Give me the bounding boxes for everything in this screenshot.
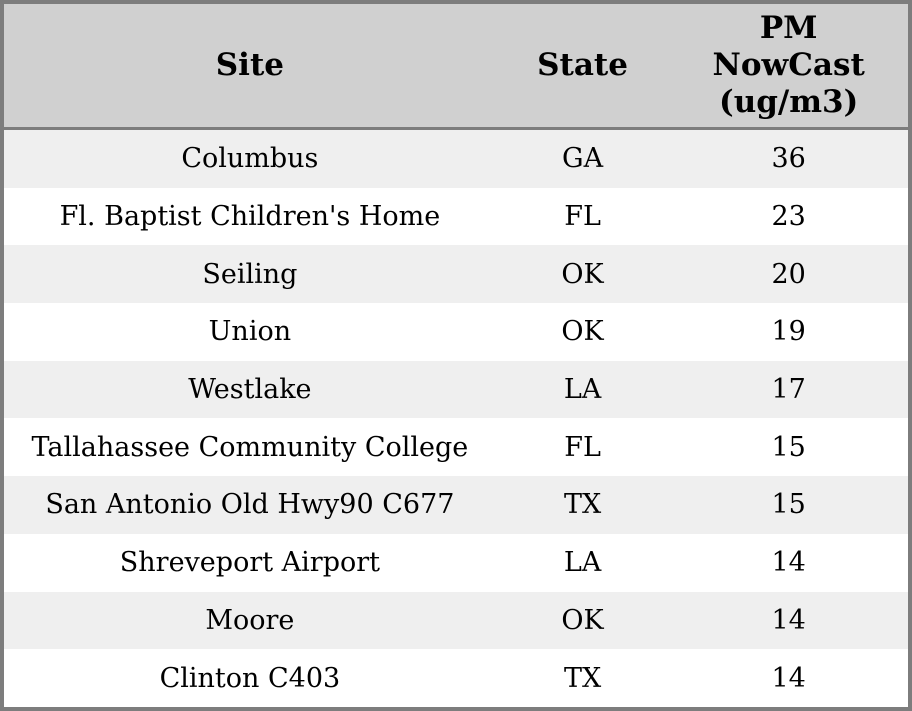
cell-state: TX xyxy=(563,489,602,521)
cell-site: Clinton C403 xyxy=(159,662,341,694)
cell-state: OK xyxy=(561,258,604,290)
cell-site: Seiling xyxy=(202,258,298,290)
table-row: Columbus GA 36 xyxy=(4,128,908,188)
cell-site: Fl. Baptist Children's Home xyxy=(59,201,441,233)
table-row: San Antonio Old Hwy90 C677 TX 15 xyxy=(4,476,908,534)
table-row: Moore OK 14 xyxy=(4,591,908,650)
cell-state: GA xyxy=(562,143,604,175)
cell-site: Columbus xyxy=(181,143,319,175)
cell-state: OK xyxy=(561,316,604,348)
cell-site: Moore xyxy=(205,604,295,636)
table-row: Fl. Baptist Children's Home FL 23 xyxy=(4,187,908,246)
table-row: Union OK 19 xyxy=(4,303,908,361)
cell-pm: 17 xyxy=(771,374,806,406)
cell-pm: 23 xyxy=(771,201,806,233)
cell-pm: 20 xyxy=(771,258,806,290)
cell-state: FL xyxy=(564,431,601,463)
cell-state: LA xyxy=(563,547,602,579)
table-row: Seiling OK 20 xyxy=(4,245,908,304)
cell-site: Union xyxy=(208,316,292,348)
cell-pm: 15 xyxy=(771,489,806,521)
cell-state: OK xyxy=(561,604,604,636)
table-row: Shreveport Airport LA 14 xyxy=(4,533,908,592)
cell-pm: 19 xyxy=(771,316,806,348)
table-row: Westlake LA 17 xyxy=(4,360,908,419)
header-pm-line-1: PM xyxy=(759,9,818,46)
cell-pm: 15 xyxy=(771,431,806,463)
cell-state: TX xyxy=(563,662,602,694)
cell-pm: 14 xyxy=(771,547,806,579)
cell-pm: 36 xyxy=(771,143,806,175)
cell-site: Tallahassee Community College xyxy=(31,431,469,463)
table-row: Tallahassee Community College FL 15 xyxy=(4,418,908,477)
header-pm-line-3: (ug/m3) xyxy=(719,84,859,121)
pm-nowcast-table: Site State PM NowCast (ug/m3) Columbus G… xyxy=(4,4,908,707)
cell-pm: 14 xyxy=(771,604,806,636)
table-header: Site State PM NowCast (ug/m3) xyxy=(4,4,908,130)
header-pm-line-2: NowCast xyxy=(712,46,865,83)
cell-site: San Antonio Old Hwy90 C677 xyxy=(45,489,455,521)
cell-site: Westlake xyxy=(188,374,312,406)
header-site: Site xyxy=(4,4,496,130)
cell-pm: 14 xyxy=(771,662,806,694)
header-row: Site State PM NowCast (ug/m3) xyxy=(4,4,908,130)
table-row: Clinton C403 TX 14 xyxy=(4,649,908,707)
header-state: State xyxy=(495,4,670,130)
cell-state: LA xyxy=(563,374,602,406)
table-body: Columbus GA 36 Fl. Baptist Children's Ho… xyxy=(4,128,908,707)
cell-state: FL xyxy=(564,201,601,233)
header-pm-nowcast: PM NowCast (ug/m3) xyxy=(669,4,908,130)
cell-site: Shreveport Airport xyxy=(119,547,380,579)
